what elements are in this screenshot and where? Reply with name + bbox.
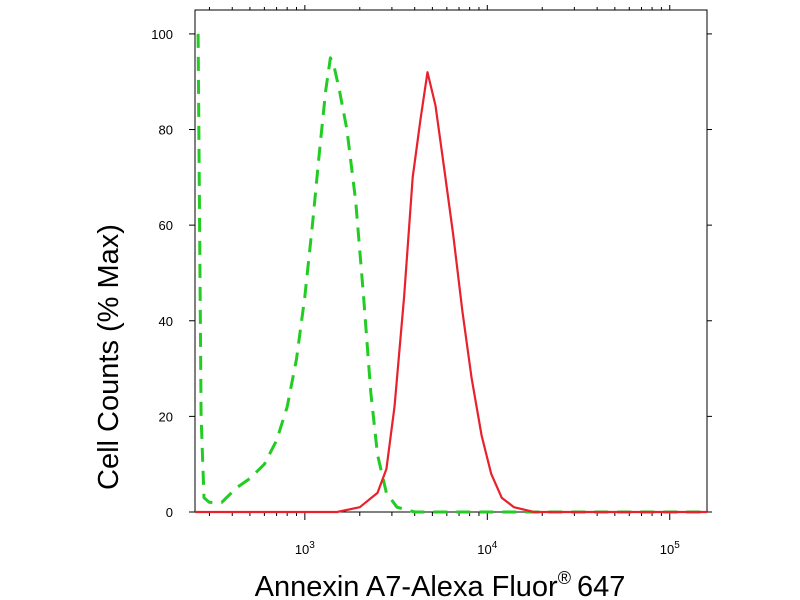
x-axis-title-main: Annexin A7-Alexa Fluor (255, 571, 558, 600)
series-layer (195, 33, 707, 514)
x-tick-label-base: 10 (295, 542, 309, 557)
y-axis-title: Cell Counts (% Max) (93, 224, 125, 490)
x-tick-label-base: 10 (660, 542, 674, 557)
x-axis-title-superscript: ® (558, 568, 571, 588)
x-tick-label-exponent: 5 (674, 540, 680, 551)
y-tick-label: 100 (151, 27, 173, 42)
series-line-2 (195, 71, 707, 514)
series-line-1 (196, 33, 707, 514)
y-tick-label: 40 (159, 314, 173, 329)
plot-frame (194, 9, 708, 513)
x-tick-label-exponent: 3 (309, 540, 315, 551)
x-tick-label: 105 (660, 540, 680, 557)
x-axis-ticks: 103 104 105 (208, 5, 680, 557)
y-tick-label: 80 (159, 123, 173, 138)
plot-border (194, 9, 708, 513)
y-tick-label: 60 (159, 218, 173, 233)
x-axis-title-suffix: 647 (577, 571, 625, 600)
x-tick-label-base: 10 (477, 542, 491, 557)
x-tick-label: 103 (295, 540, 315, 557)
y-tick-label: 20 (159, 409, 173, 424)
x-tick-label: 104 (477, 540, 497, 557)
x-tick-label-exponent: 4 (492, 540, 498, 551)
y-tick-label: 0 (166, 505, 173, 520)
x-axis-title: Annexin A7-Alexa Fluor® 647 (255, 568, 626, 600)
y-axis-ticks: 0 20 40 60 80 100 (151, 27, 712, 520)
